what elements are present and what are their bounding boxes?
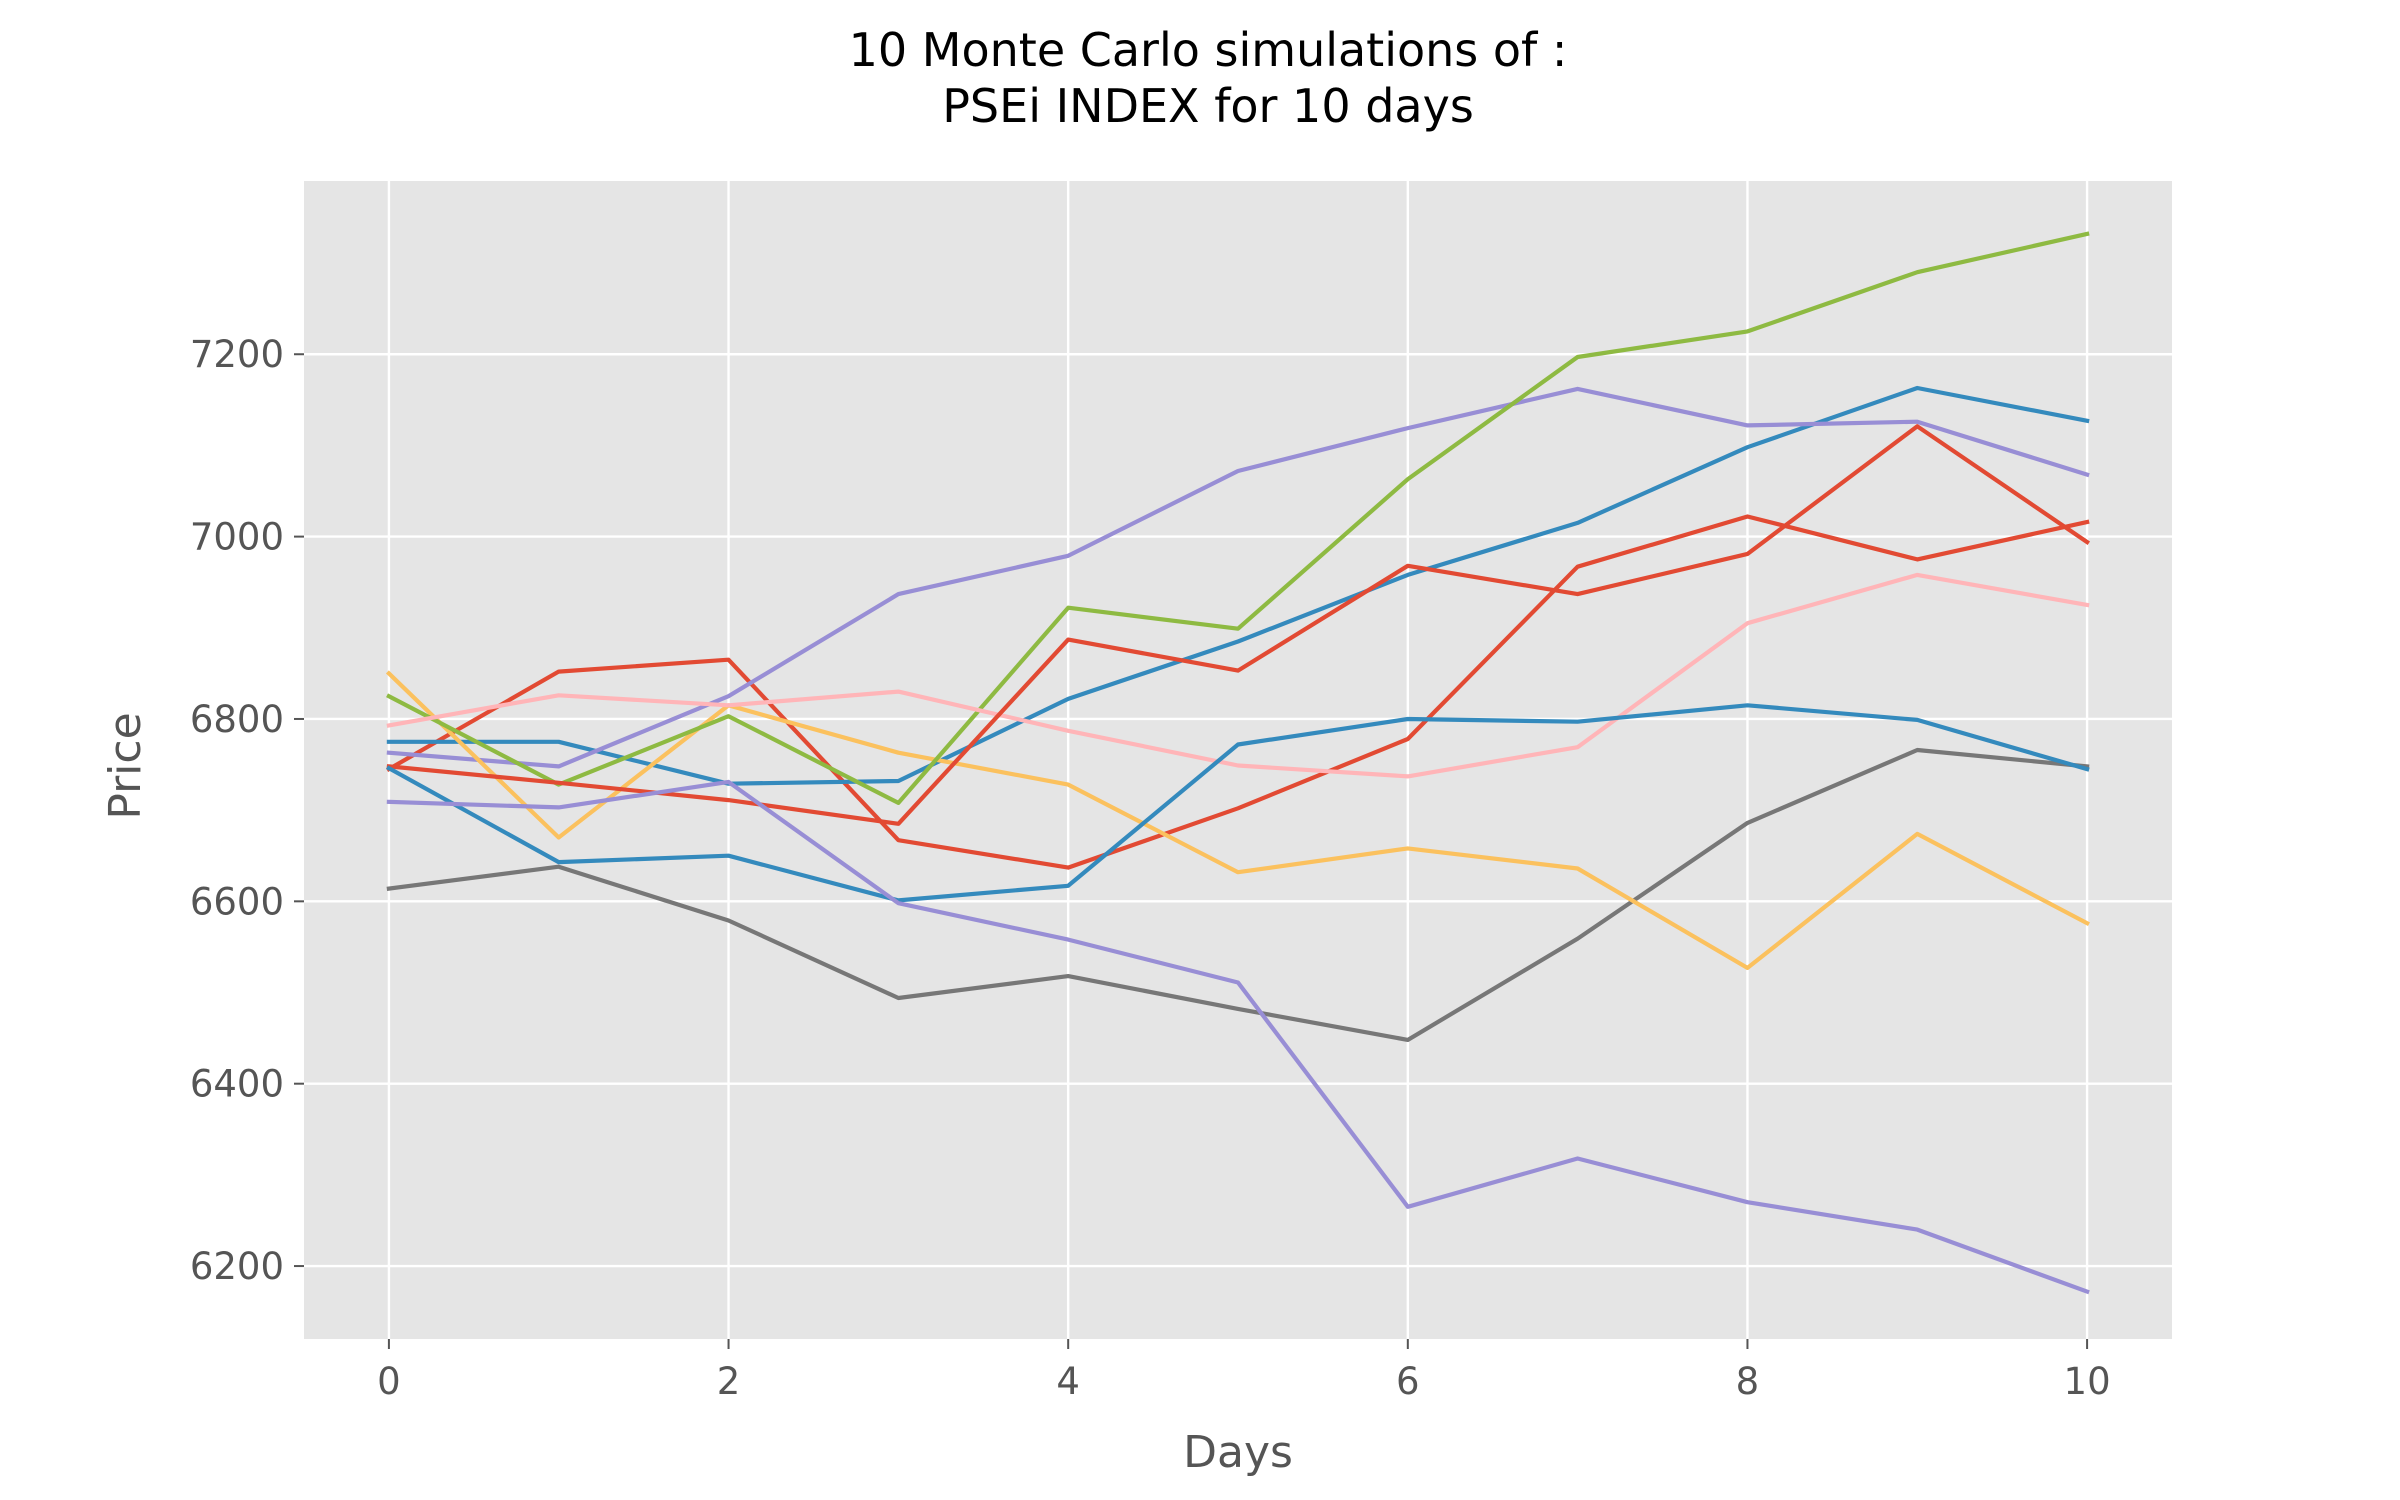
y-tick-label: 6600 <box>190 880 284 923</box>
x-tick-label: 6 <box>1396 1360 1420 1403</box>
y-tick-group: 6200 6400 6600 6800 7000 7200 <box>190 333 304 1288</box>
series-group <box>385 231 2091 1295</box>
x-tick-label: 10 <box>2064 1360 2111 1403</box>
y-axis-label: Price <box>100 712 151 819</box>
x-tick-label: 8 <box>1736 1360 1760 1403</box>
x-tick-label: 2 <box>717 1360 741 1403</box>
x-tick-label: 0 <box>377 1360 401 1403</box>
series-line-1 <box>386 514 2090 870</box>
y-tick-label: 6400 <box>190 1063 284 1106</box>
x-axis-label: Days <box>1183 1427 1293 1478</box>
series-line-6 <box>386 231 2090 806</box>
x-tick-label: 4 <box>1056 1360 1080 1403</box>
series-line-5 <box>385 670 2090 971</box>
grid <box>304 181 2172 1339</box>
series-line-4 <box>386 747 2090 1043</box>
x-tick-group: 0 2 4 6 8 10 <box>377 1339 2111 1403</box>
chart-title-line-1: 10 Monte Carlo simulations of : <box>849 23 1568 77</box>
series-line-10 <box>386 779 2090 1295</box>
series-line-8 <box>386 424 2091 826</box>
series-line-2 <box>386 385 2090 786</box>
series-line-7 <box>386 572 2090 779</box>
y-tick-label: 7000 <box>190 516 284 559</box>
y-tick-label: 7200 <box>190 333 284 376</box>
y-tick-label: 6200 <box>190 1245 284 1288</box>
series-line-3 <box>386 386 2090 769</box>
chart-title-line-2: PSEi INDEX for 10 days <box>942 79 1474 133</box>
y-tick-label: 6800 <box>190 698 284 741</box>
series-line-9 <box>386 703 2090 903</box>
